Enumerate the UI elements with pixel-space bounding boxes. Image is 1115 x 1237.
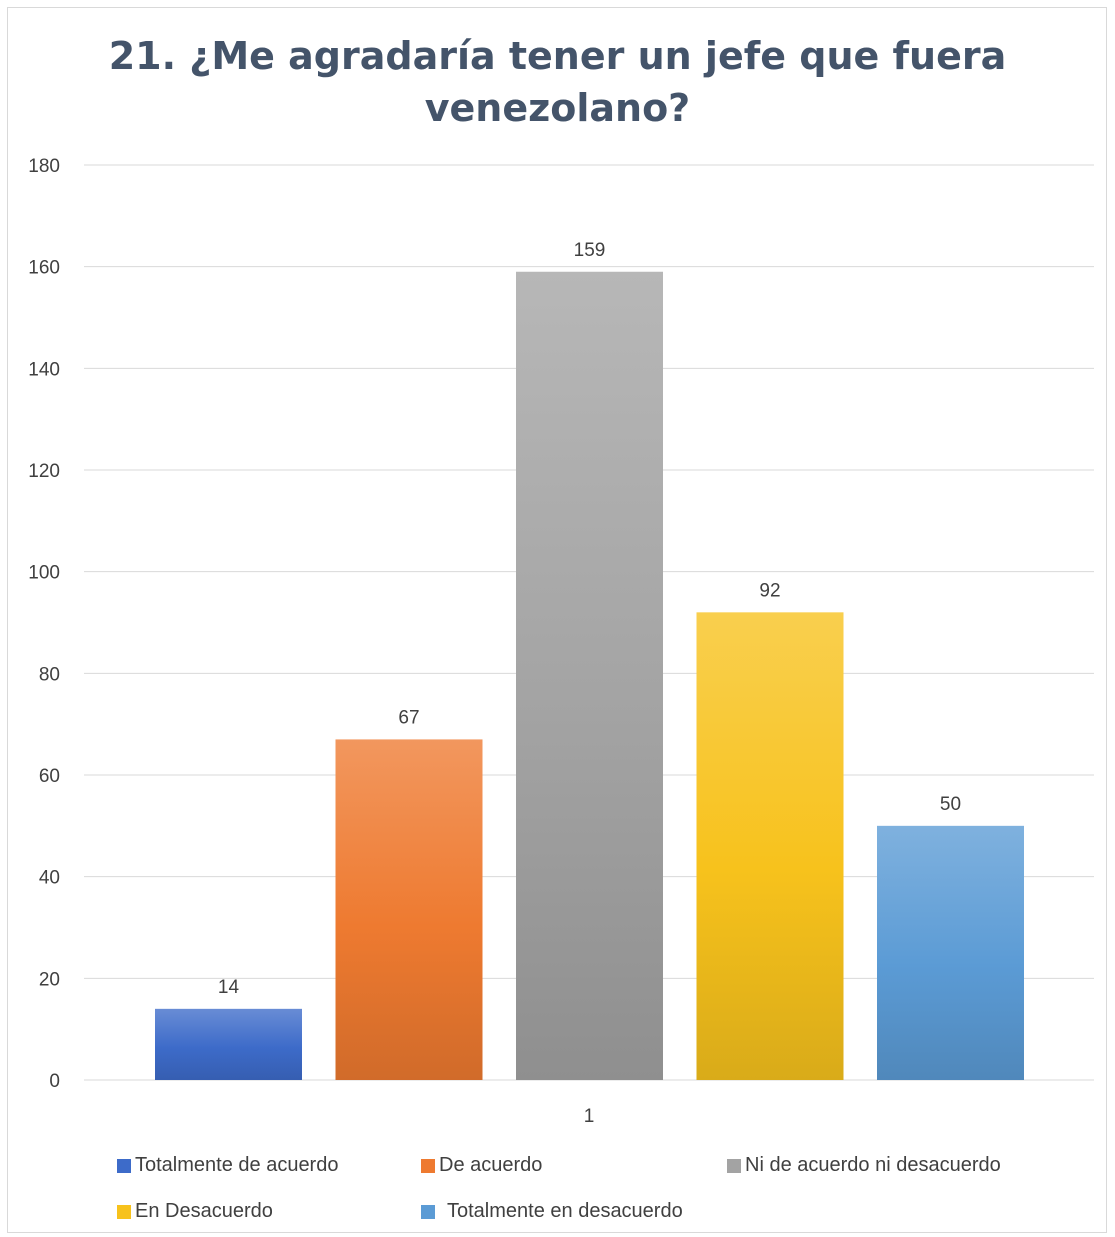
legend-swatch bbox=[727, 1158, 741, 1173]
legend-item-2: De acuerdo bbox=[421, 1154, 542, 1177]
legend-label: De acuerdo bbox=[439, 1154, 543, 1176]
bar-4 bbox=[696, 612, 844, 1080]
chart-title-line-2: venezolano? bbox=[424, 86, 691, 130]
legend-label: Totalmente de acuerdo bbox=[135, 1154, 339, 1176]
legend-label: Totalmente en desacuerdo bbox=[447, 1200, 683, 1222]
y-tick-label: 100 bbox=[28, 563, 60, 584]
y-tick-label: 20 bbox=[39, 969, 60, 990]
legend-swatch bbox=[421, 1158, 435, 1173]
data-label-1: 14 bbox=[218, 977, 240, 998]
bar-5 bbox=[877, 825, 1024, 1080]
legend-item-3: Ni de acuerdo ni desacuerdo bbox=[727, 1154, 1001, 1177]
bar-1 bbox=[155, 1008, 302, 1080]
bar-2 bbox=[335, 739, 483, 1080]
y-tick-label: 40 bbox=[39, 868, 60, 889]
chart-title-line-1: 21. ¿Me agradaría tener un jefe que fuer… bbox=[108, 34, 1007, 78]
legend-label: En Desacuerdo bbox=[135, 1200, 273, 1222]
bar-3 bbox=[516, 271, 663, 1080]
legend-item-1: Totalmente de acuerdo bbox=[117, 1154, 338, 1177]
legend-item-5: Totalmente en desacuerdo bbox=[421, 1200, 683, 1223]
y-tick-label: 180 bbox=[28, 156, 60, 177]
legend-label: Ni de acuerdo ni desacuerdo bbox=[745, 1154, 1001, 1176]
legend-item-4: En Desacuerdo bbox=[117, 1200, 273, 1223]
y-tick-label: 60 bbox=[39, 766, 60, 787]
legend-swatch bbox=[117, 1158, 131, 1173]
data-label-5: 50 bbox=[940, 794, 961, 815]
x-tick-label: 1 bbox=[584, 1106, 595, 1127]
legend-swatch bbox=[117, 1204, 131, 1219]
y-tick-label: 120 bbox=[28, 461, 60, 482]
data-label-2: 67 bbox=[398, 707, 419, 728]
data-label-3: 159 bbox=[574, 240, 606, 261]
chart-title: 21. ¿Me agradaría tener un jefe que fuer… bbox=[0, 30, 1115, 134]
y-tick-label: 140 bbox=[28, 359, 60, 380]
legend-swatch bbox=[421, 1204, 435, 1219]
data-label-4: 92 bbox=[759, 580, 780, 601]
y-tick-label: 160 bbox=[28, 258, 60, 279]
y-tick-label: 80 bbox=[39, 664, 60, 685]
y-tick-label: 0 bbox=[49, 1071, 60, 1092]
